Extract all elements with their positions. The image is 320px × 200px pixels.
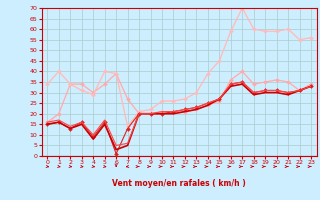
- X-axis label: Vent moyen/en rafales ( km/h ): Vent moyen/en rafales ( km/h ): [112, 179, 246, 188]
